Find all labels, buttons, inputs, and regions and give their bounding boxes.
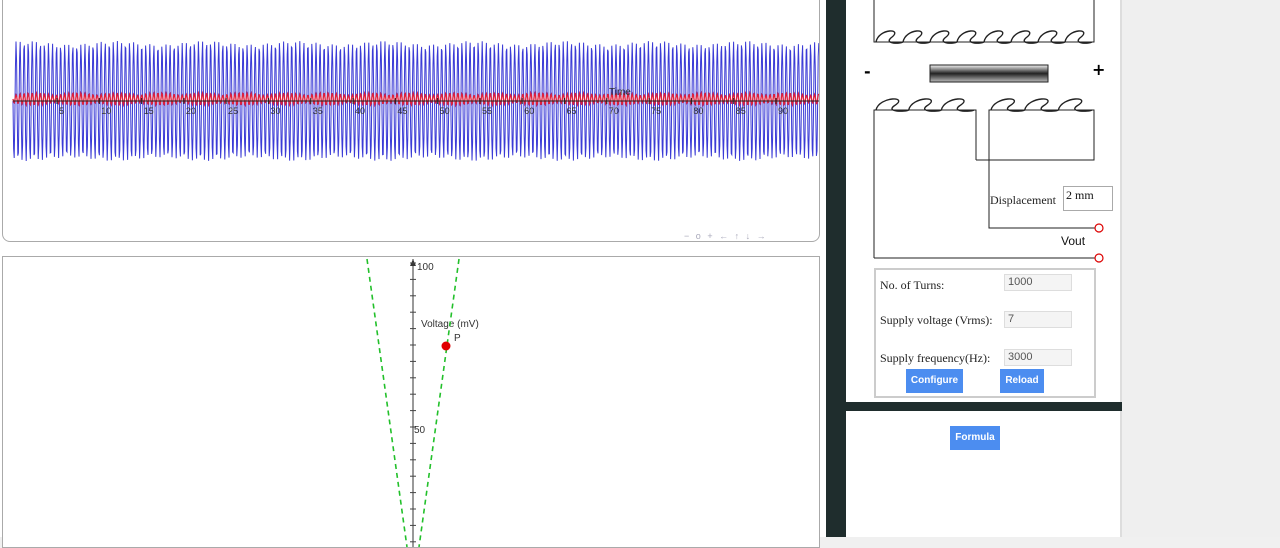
formula-panel: Formula bbox=[846, 411, 1122, 537]
time-tick-label: 55 bbox=[482, 106, 492, 116]
page-background bbox=[1122, 0, 1280, 537]
supply-frequency-label: Supply frequency(Hz): bbox=[880, 351, 991, 365]
time-tick-label: 25 bbox=[228, 106, 238, 116]
time-tick-label: 75 bbox=[651, 106, 661, 116]
time-tick-label: 10 bbox=[101, 106, 111, 116]
operating-point[interactable] bbox=[441, 341, 451, 351]
time-tick-label: 85 bbox=[736, 106, 746, 116]
time-tick-label: 80 bbox=[693, 106, 703, 116]
time-tick-label: 30 bbox=[270, 106, 280, 116]
secondary-coil-1-icon bbox=[875, 98, 975, 112]
time-plot-canvas: 5 10 15 20 25 30 35 40 45 50 55 60 65 70 75 80 85 90 Time bbox=[12, 40, 819, 162]
zoom-reset-button[interactable]: o bbox=[695, 231, 702, 241]
panel-divider bbox=[826, 0, 846, 537]
time-tick-label: 70 bbox=[609, 106, 619, 116]
supply-voltage-input[interactable]: 7 bbox=[1004, 311, 1072, 328]
primary-waveform bbox=[12, 40, 819, 162]
output-wire-upper bbox=[988, 160, 1098, 229]
characteristic-right-line bbox=[418, 258, 460, 547]
time-tick-label: 15 bbox=[144, 106, 154, 116]
voltage-plot-canvas: 100 50 Voltage (mV) P bbox=[366, 258, 479, 547]
formula-button[interactable]: Formula bbox=[950, 426, 1000, 450]
lvdt-diagram bbox=[873, 0, 1104, 263]
characteristic-left-line bbox=[366, 258, 408, 547]
plus-symbol: + bbox=[1092, 60, 1106, 79]
supply-frequency-input[interactable]: 3000 bbox=[1004, 349, 1072, 366]
supply-voltage-label: Supply voltage (Vrms): bbox=[880, 313, 993, 327]
primary-coil-icon bbox=[875, 30, 1093, 44]
operating-point-label: P bbox=[454, 333, 461, 344]
panel-separator bbox=[846, 402, 1122, 411]
vout-terminal-negative bbox=[1094, 253, 1104, 263]
configure-button[interactable]: Configure bbox=[906, 369, 963, 393]
time-tick-label: 45 bbox=[397, 106, 407, 116]
graphs-area: 5 10 15 20 25 30 35 40 45 50 55 60 65 70 75 80 85 90 Time… bbox=[0, 0, 826, 548]
pan-up-button[interactable]: ↑ bbox=[734, 231, 741, 241]
output-waveform bbox=[12, 90, 819, 108]
lvdt-circuit: - + Displacement 2 mm Vout No. of Turns:… bbox=[846, 0, 1122, 402]
reload-button[interactable]: Reload bbox=[1000, 369, 1044, 393]
pan-right-button[interactable]: → bbox=[756, 231, 767, 241]
time-tick-label: 20 bbox=[186, 106, 196, 116]
pan-down-button[interactable]: ↓ bbox=[745, 231, 752, 241]
displacement-field[interactable]: 2 mm bbox=[1063, 186, 1113, 211]
time-tick-label: 5 bbox=[59, 106, 64, 116]
movable-core[interactable] bbox=[929, 64, 1049, 83]
time-tick-label: 90 bbox=[778, 106, 788, 116]
turns-label: No. of Turns: bbox=[880, 278, 945, 292]
secondary-coil-1-frame bbox=[873, 109, 977, 258]
minus-symbol: - bbox=[864, 62, 871, 81]
configuration-box: No. of Turns: 1000 Supply voltage (Vrms)… bbox=[874, 268, 1096, 398]
voltage-displacement-plot[interactable]: 100 50 Voltage (mV) P bbox=[2, 256, 820, 548]
zoom-out-button[interactable]: − bbox=[684, 231, 691, 241]
time-tick-label: 65 bbox=[567, 106, 577, 116]
displacement-label: Displacement bbox=[990, 193, 1056, 207]
time-axis-ticks: 5 10 15 20 25 30 35 40 45 50 55 60 65 70 75 80 85 90 bbox=[56, 98, 788, 116]
zoom-in-button[interactable]: + bbox=[707, 231, 714, 241]
pan-left-button[interactable]: ← bbox=[719, 231, 730, 241]
vout-label: Vout bbox=[1061, 234, 1086, 248]
time-tick-label: 60 bbox=[524, 106, 534, 116]
secondary-coil-2-frame bbox=[984, 109, 1095, 161]
time-axis-label: Time bbox=[609, 87, 631, 98]
y-tick-50: 50 bbox=[414, 425, 426, 436]
time-tick-label: 40 bbox=[355, 106, 365, 116]
primary-waveform-path bbox=[12, 40, 819, 162]
y-tick-100: 100 bbox=[417, 262, 434, 273]
plot-navigation: − o + ← ↑ ↓ → bbox=[683, 231, 768, 241]
time-plot[interactable]: 5 10 15 20 25 30 35 40 45 50 55 60 65 70 75 80 85 90 Time… bbox=[2, 0, 820, 242]
turns-input[interactable]: 1000 bbox=[1004, 274, 1072, 291]
output-waveform-path bbox=[12, 90, 819, 108]
vout-terminal-positive bbox=[1094, 223, 1104, 233]
time-tick-label: 50 bbox=[440, 106, 450, 116]
time-tick-label: 35 bbox=[313, 106, 323, 116]
secondary-coil-2-icon bbox=[990, 98, 1093, 112]
